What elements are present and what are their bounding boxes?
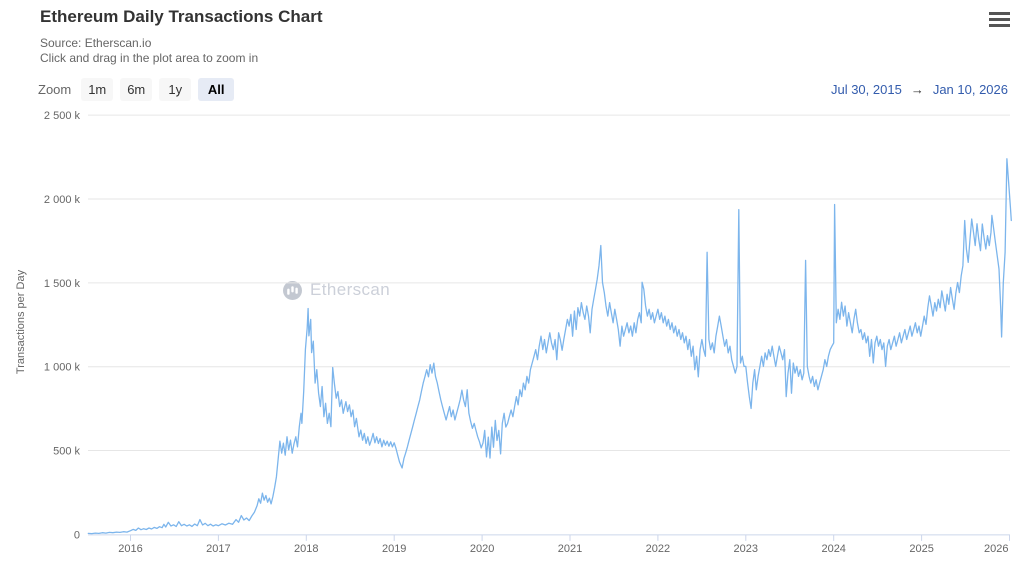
x-axis-label: 2018 bbox=[294, 543, 318, 555]
y-axis-title: Transactions per Day bbox=[15, 269, 27, 375]
x-axis-label: 2021 bbox=[558, 543, 582, 555]
y-axis-label: 2 500 k bbox=[44, 110, 81, 122]
transactions-series-line[interactable] bbox=[87, 158, 1012, 535]
y-axis-label: 500 k bbox=[53, 446, 80, 458]
chart-subtitle-hint: Click and drag in the plot area to zoom … bbox=[40, 51, 259, 65]
range-arrow-icon: → bbox=[910, 82, 924, 97]
etherscan-logo-icon bbox=[283, 280, 302, 300]
zoom-button-1m[interactable]: 1m bbox=[81, 78, 114, 101]
watermark: Etherscan bbox=[283, 280, 390, 300]
zoom-label: Zoom bbox=[38, 82, 72, 97]
x-axis-label: 2023 bbox=[734, 543, 758, 555]
x-axis-label: 2020 bbox=[470, 543, 494, 555]
zoom-button-1y[interactable]: 1y bbox=[159, 78, 192, 101]
hamburger-icon bbox=[988, 12, 1010, 27]
y-axis-label: 0 bbox=[74, 529, 80, 541]
page-title: Ethereum Daily Transactions Chart bbox=[40, 7, 323, 26]
x-axis-label: 2026 bbox=[984, 543, 1008, 555]
x-axis-label: 2024 bbox=[821, 543, 845, 555]
y-axis-label: 2 000 k bbox=[44, 194, 81, 206]
date-range: Jul 30, 2015 → Jan 10, 2026 bbox=[831, 82, 1008, 97]
chart-subtitle-source: Source: Etherscan.io bbox=[40, 36, 152, 50]
range-to-input[interactable]: Jan 10, 2026 bbox=[932, 82, 1008, 97]
watermark-text: Etherscan bbox=[310, 280, 391, 299]
range-selector: Zoom 1m 6m 1y All bbox=[38, 78, 241, 101]
x-axis-label: 2017 bbox=[206, 543, 230, 555]
x-axis-label: 2019 bbox=[382, 543, 406, 555]
x-axis-label: 2016 bbox=[118, 543, 142, 555]
chart-context-menu-button[interactable] bbox=[987, 12, 1011, 30]
x-axis-label: 2025 bbox=[909, 543, 933, 555]
zoom-button-6m[interactable]: 6m bbox=[120, 78, 153, 101]
y-axis-label: 1 000 k bbox=[44, 362, 81, 374]
range-from-input[interactable]: Jul 30, 2015 bbox=[830, 82, 902, 97]
zoom-button-all[interactable]: All bbox=[198, 78, 235, 101]
y-axis-label: 1 500 k bbox=[44, 278, 81, 290]
x-axis-label: 2022 bbox=[646, 543, 670, 555]
